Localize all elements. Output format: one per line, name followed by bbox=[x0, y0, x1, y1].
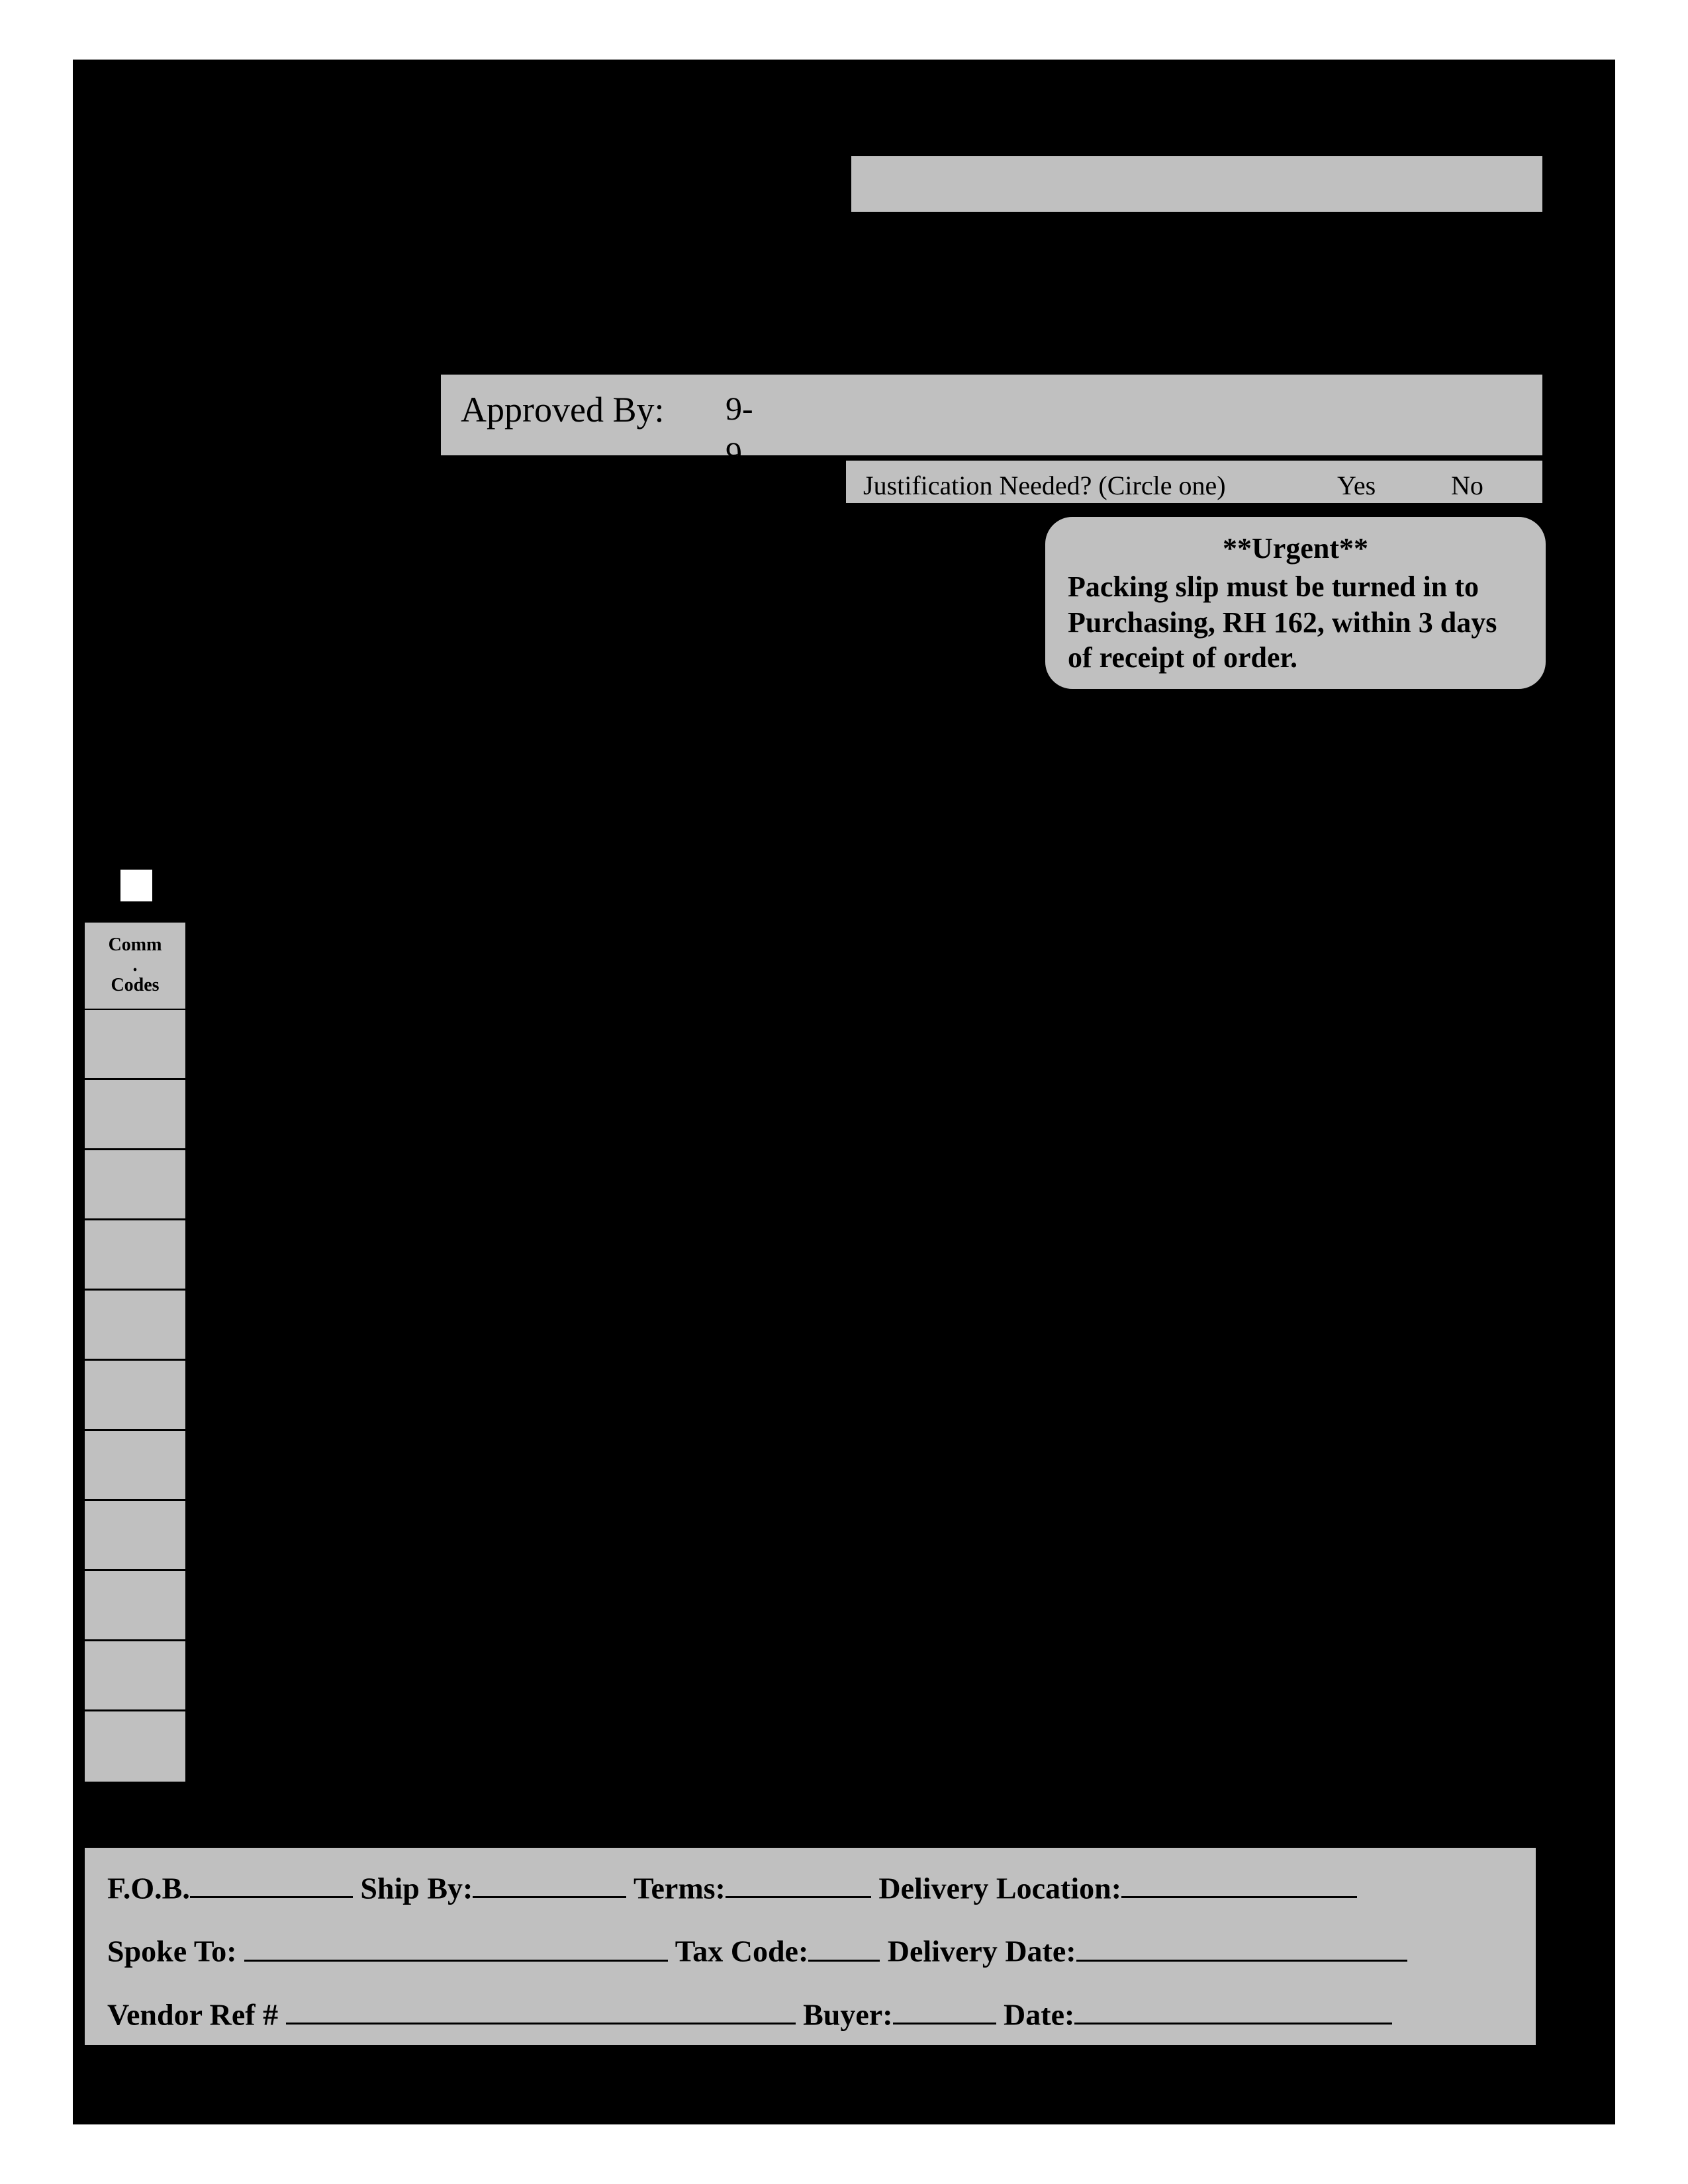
urgent-title: **Urgent** bbox=[1068, 531, 1523, 565]
delivery-date-field[interactable] bbox=[1076, 1929, 1407, 1961]
justification-question: Justification Needed? (Circle one) bbox=[863, 470, 1226, 501]
fob-field[interactable] bbox=[190, 1866, 353, 1898]
comm-header-line1: Comm bbox=[109, 935, 162, 956]
delivery-location-label: Delivery Location: bbox=[878, 1871, 1121, 1905]
ship-by-label: Ship By: bbox=[360, 1871, 473, 1905]
ship-by-field[interactable] bbox=[473, 1866, 626, 1898]
justification-option-yes[interactable]: Yes bbox=[1337, 470, 1376, 501]
justification-bar: Justification Needed? (Circle one) Yes N… bbox=[845, 458, 1544, 504]
comm-codes-row[interactable] bbox=[85, 1431, 185, 1501]
comm-codes-row[interactable] bbox=[85, 1571, 185, 1641]
comm-codes-row[interactable] bbox=[85, 1010, 185, 1080]
comm-header-line2: . bbox=[133, 956, 138, 976]
approved-value-1: 9- bbox=[726, 389, 753, 428]
urgent-notice-box: **Urgent** Packing slip must be turned i… bbox=[1043, 515, 1548, 691]
bottom-info-panel: F.O.B. Ship By: Terms: Delivery Location… bbox=[83, 1846, 1537, 2046]
document-frame: Approved By: 9- 9- Justification Needed?… bbox=[73, 60, 1615, 2124]
justification-option-no[interactable]: No bbox=[1451, 470, 1483, 501]
approved-value-2: 9- bbox=[726, 434, 753, 473]
comm-codes-row[interactable] bbox=[85, 1641, 185, 1711]
comm-codes-column: Comm . Codes bbox=[83, 921, 187, 1783]
terms-label: Terms: bbox=[633, 1871, 726, 1905]
panel-row-3: Vendor Ref # Buyer: Date: bbox=[107, 1993, 1513, 2032]
delivery-location-field[interactable] bbox=[1121, 1866, 1357, 1898]
comm-codes-row[interactable] bbox=[85, 1291, 185, 1361]
spoke-to-field[interactable] bbox=[244, 1929, 668, 1961]
comm-codes-row[interactable] bbox=[85, 1220, 185, 1291]
top-grey-bar bbox=[850, 155, 1544, 213]
comm-codes-row[interactable] bbox=[85, 1150, 185, 1220]
date-label: Date: bbox=[1004, 1997, 1074, 2031]
tax-code-field[interactable] bbox=[808, 1929, 880, 1961]
urgent-body: Packing slip must be turned in to Purcha… bbox=[1068, 569, 1523, 676]
comm-codes-row[interactable] bbox=[85, 1501, 185, 1571]
comm-codes-row[interactable] bbox=[85, 1361, 185, 1431]
comm-header-line3: Codes bbox=[111, 976, 159, 996]
approved-by-label: Approved By: bbox=[461, 389, 664, 430]
panel-row-1: F.O.B. Ship By: Terms: Delivery Location… bbox=[107, 1866, 1513, 1905]
comm-codes-row[interactable] bbox=[85, 1080, 185, 1150]
panel-row-2: Spoke To: Tax Code: Delivery Date: bbox=[107, 1929, 1513, 1968]
tax-code-label: Tax Code: bbox=[675, 1934, 809, 1968]
delivery-date-label: Delivery Date: bbox=[888, 1934, 1076, 1968]
vendor-ref-label: Vendor Ref # bbox=[107, 1997, 278, 2031]
checkbox[interactable] bbox=[119, 868, 154, 903]
fob-label: F.O.B. bbox=[107, 1871, 190, 1905]
comm-codes-row[interactable] bbox=[85, 1711, 185, 1782]
comm-codes-header: Comm . Codes bbox=[85, 923, 185, 1010]
date-field[interactable] bbox=[1074, 1993, 1392, 2025]
approved-by-bar: Approved By: 9- 9- bbox=[440, 373, 1544, 458]
terms-field[interactable] bbox=[726, 1866, 871, 1898]
spoke-to-label: Spoke To: bbox=[107, 1934, 237, 1968]
vendor-ref-field[interactable] bbox=[286, 1993, 796, 2025]
buyer-label: Buyer: bbox=[803, 1997, 892, 2031]
buyer-field[interactable] bbox=[893, 1993, 996, 2025]
